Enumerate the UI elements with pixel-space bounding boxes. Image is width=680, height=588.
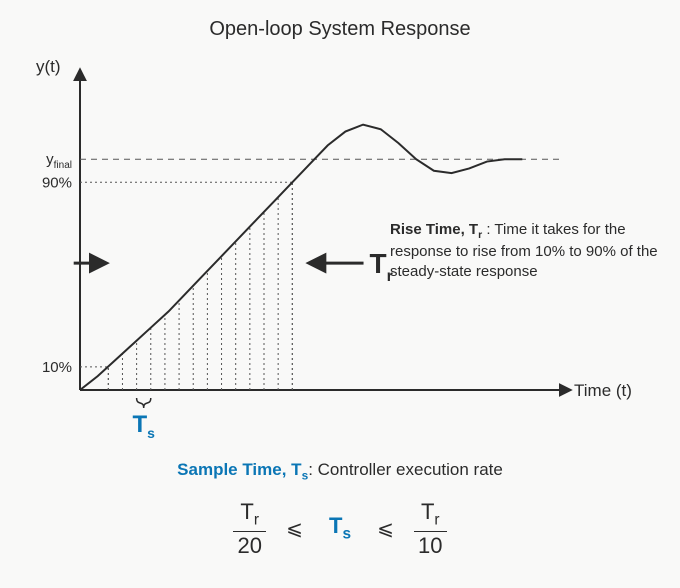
svg-text:yfinal: yfinal <box>46 151 72 171</box>
svg-text:10%: 10% <box>42 359 72 376</box>
svg-text:Time (t): Time (t) <box>574 381 632 400</box>
rise-time-annotation: Rise Time, Tr : Time it takes for the re… <box>390 220 660 283</box>
sample-time-caption: Sample Time, Ts: Controller execution ra… <box>0 460 680 482</box>
page-title: Open-loop System Response <box>0 18 680 41</box>
sample-time-formula: Tr 20 ⩽ Ts ⩽ Tr 10 <box>0 500 680 557</box>
svg-text:y(t): y(t) <box>36 57 61 76</box>
svg-text:Ts: Ts <box>132 411 155 441</box>
svg-text:90%: 90% <box>42 174 72 191</box>
